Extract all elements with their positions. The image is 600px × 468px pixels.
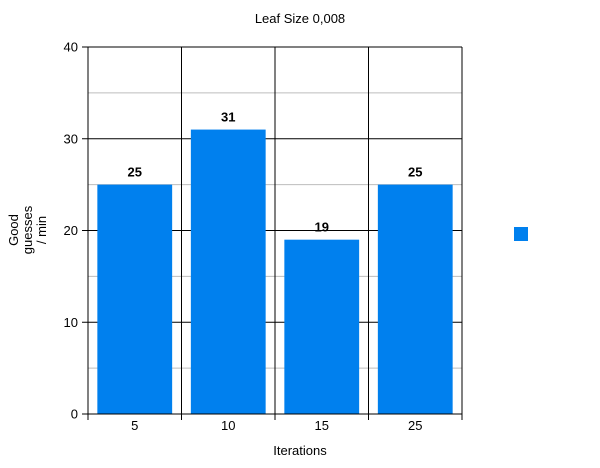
y-axis-label-line: / min [34, 216, 49, 244]
bar [190, 129, 266, 414]
bar [284, 239, 360, 414]
data-label: 25 [408, 165, 422, 180]
x-tick-label: 25 [408, 418, 422, 433]
y-tick-label: 0 [71, 407, 78, 422]
y-tick-label: 20 [64, 223, 78, 238]
y-tick-label: 30 [64, 131, 78, 146]
y-tick-label: 40 [64, 40, 78, 55]
y-axis-label-line: guesses [20, 205, 35, 254]
y-tick-label: 10 [64, 315, 78, 330]
x-axis-label: Iterations [273, 443, 327, 458]
bar [97, 184, 173, 414]
y-axis-label-line: Good [6, 214, 21, 246]
data-label: 19 [315, 220, 329, 235]
bar [377, 184, 453, 414]
x-tick-label: 5 [131, 418, 138, 433]
y-axis-label: Goodguesses/ min [6, 205, 49, 254]
data-label: 31 [221, 110, 235, 125]
chart-title: Leaf Size 0,008 [255, 11, 345, 26]
axes: 0 10 20 30 40 5 10 15 25 [64, 40, 462, 433]
data-label: 25 [128, 165, 142, 180]
legend [514, 227, 528, 241]
legend-marker [514, 227, 528, 241]
x-tick-label: 10 [221, 418, 235, 433]
x-tick-label: 15 [315, 418, 329, 433]
y-axis-label-text: Goodguesses/ min [6, 205, 49, 254]
data-labels: 25 31 19 25 [128, 110, 423, 235]
bars [97, 129, 453, 414]
